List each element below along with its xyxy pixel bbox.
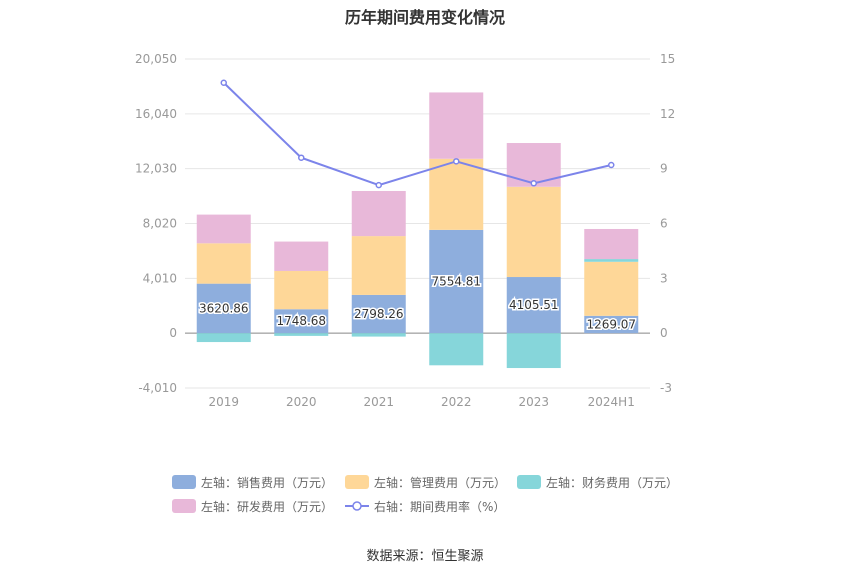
data-source: 数据来源：恒生聚源 [366, 549, 484, 564]
left-tick-label: 16,040 [135, 107, 177, 121]
bar-segment [506, 277, 561, 334]
rate-point [608, 161, 615, 169]
bar-data-label: 4105.51 [509, 298, 559, 312]
legend-item[interactable]: 左轴：研发费用（万元） [172, 496, 333, 516]
rate-line [223, 82, 612, 187]
legend-line-swatch [345, 499, 369, 513]
legend-label: 左轴：管理费用（万元） [374, 475, 507, 490]
legend-item[interactable]: 左轴：财务费用（万元） [517, 472, 678, 492]
rate-point [453, 158, 460, 165]
bar-segment [584, 228, 639, 260]
bar-data-label: 2798.26 [354, 307, 404, 321]
right-tick-label: 12 [660, 107, 675, 121]
bar-segment [351, 190, 406, 237]
bar-segment [429, 333, 484, 366]
bar-segment [274, 270, 329, 310]
bar-data-label: 1269.07 [586, 317, 636, 331]
bar-segment [429, 92, 484, 159]
legend-color-swatch [345, 475, 369, 489]
legend-color-swatch [172, 499, 196, 513]
chart-title: 历年期间费用变化情况 [344, 8, 505, 27]
legend-item[interactable]: 右轴：期间费用率（%） [345, 496, 505, 516]
bar-segment [429, 158, 484, 230]
bar-segment [351, 333, 406, 337]
rate-point [375, 181, 382, 189]
right-tick-label: 3 [660, 271, 668, 285]
left-tick-label: 0 [169, 326, 177, 340]
bar-data-label: 3620.86 [199, 301, 249, 315]
left-tick-label: 20,050 [135, 52, 177, 66]
bar-segment [196, 333, 251, 343]
right-tick-label: 15 [660, 52, 675, 66]
bar-segment [351, 294, 406, 334]
bar-segment [584, 259, 639, 262]
bar-segment [196, 243, 251, 284]
left-tick-label: 12,030 [135, 162, 177, 176]
bar-segment [351, 236, 406, 295]
legend-item[interactable]: 左轴：管理费用（万元） [345, 472, 506, 492]
left-tick-label: 8,020 [143, 217, 177, 231]
legend-label: 左轴：销售费用（万元） [201, 475, 334, 490]
bar-segment [274, 309, 329, 334]
left-tick-label: 4,010 [143, 271, 177, 285]
legend-label: 右轴：期间费用率（%） [374, 499, 506, 514]
x-tick-label: 2021 [363, 395, 394, 409]
x-tick-label: 2020 [286, 395, 317, 409]
bar-data-label: 7554.81 [431, 275, 481, 289]
rate-point [298, 154, 305, 161]
x-tick-label: 2024H1 [588, 395, 635, 409]
bar-segment [274, 333, 329, 336]
x-tick-label: 2023 [518, 395, 549, 409]
right-tick-label: 0 [660, 326, 668, 340]
left-tick-label: -4,010 [138, 381, 177, 395]
legend-color-swatch [517, 475, 541, 489]
bar-data-label: 1748.68 [276, 314, 326, 328]
legend-item[interactable]: 左轴：销售费用（万元） [172, 472, 333, 492]
bar-segment [274, 241, 329, 271]
legend-label: 左轴：财务费用（万元） [546, 475, 679, 490]
bar-segment [196, 214, 251, 244]
rate-point [530, 180, 537, 187]
legend-color-swatch [172, 475, 196, 489]
bar-segment [429, 229, 484, 334]
x-tick-label: 2019 [208, 395, 239, 409]
bar-segment [584, 315, 639, 334]
bar-segment [196, 283, 251, 334]
legend-label: 左轴：研发费用（万元） [201, 499, 334, 514]
rate-point [220, 79, 227, 87]
bar-segment [506, 186, 561, 278]
bar-segment [584, 261, 639, 316]
right-tick-label: 9 [660, 162, 668, 176]
right-tick-label: 6 [660, 217, 668, 231]
bar-segment [506, 333, 561, 369]
right-tick-label: -3 [660, 381, 672, 395]
x-tick-label: 2022 [441, 395, 472, 409]
